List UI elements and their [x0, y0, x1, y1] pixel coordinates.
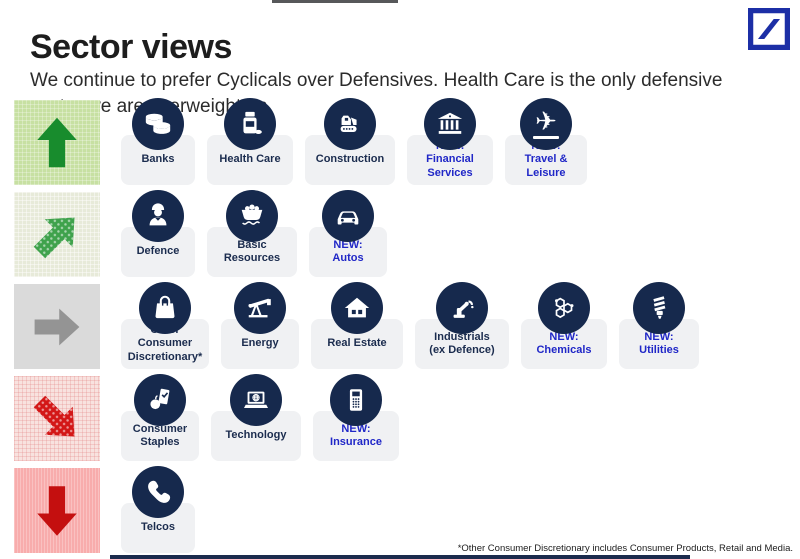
excavator-icon [340, 115, 357, 132]
right-arrow-icon [29, 300, 85, 354]
tile-travel-leisure: ✈ NEW: Travel & Leisure [505, 98, 587, 185]
row-neutral: Other Consumer Discretionary* Energy [14, 282, 711, 369]
bottom-bar [110, 555, 690, 559]
oil-pump-icon [248, 298, 271, 318]
laptop-icon [244, 391, 268, 408]
tile-label: Industrials (ex Defence) [429, 330, 495, 356]
airplane-icon: ✈ [535, 106, 557, 137]
top-edge-strip [272, 0, 398, 3]
page-title: Sector views [30, 27, 232, 66]
tile-label: Defence [136, 245, 180, 258]
tile-banks: Banks [121, 98, 195, 185]
shopping-bag-icon [155, 295, 175, 319]
groceries-icon [150, 388, 170, 410]
tile-label: Consumer Staples [132, 422, 188, 448]
deutsche-bank-logo-icon [748, 8, 790, 50]
bank-building-icon [437, 112, 463, 134]
runway-line [533, 136, 559, 139]
down-arrow-icon [28, 480, 86, 542]
cfl-bulb-icon [653, 296, 666, 319]
tile-industrials-ex-defence: Industrials (ex Defence) [415, 282, 509, 369]
tile-telcos: Telcos [121, 466, 195, 553]
tile-label: Technology [225, 429, 287, 442]
tile-label: NEW: Insurance [330, 422, 382, 448]
tile-consumer-staples: Consumer Staples [121, 374, 199, 461]
phone-icon [148, 480, 171, 503]
coins-icon [145, 113, 171, 134]
tile-label: NEW. Financial Services [426, 140, 474, 179]
up-arrow-icon [37, 117, 77, 168]
tile-basic-resources: Basic Resources [207, 190, 297, 277]
car-icon [337, 211, 359, 225]
mine-cart-icon [241, 204, 263, 225]
right-arrow-box [14, 284, 100, 369]
molecule-icon [555, 297, 574, 319]
tile-label: Construction [315, 153, 385, 166]
tile-insurance: NEW: Insurance [313, 374, 399, 461]
tile-defence: Defence [121, 190, 195, 277]
tile-other-consumer-discretionary: Other Consumer Discretionary* [121, 282, 209, 369]
tile-label: Health Care [219, 153, 281, 166]
pill-bottle-icon [243, 111, 262, 135]
down-arrow-box [14, 468, 100, 553]
tile-health-care: Health Care [207, 98, 293, 185]
tile-construction: Construction [305, 98, 395, 185]
tile-label: Energy [241, 337, 279, 350]
tile-energy: Energy [221, 282, 299, 369]
calculator-icon [349, 389, 363, 411]
tile-label: NEW: Chemicals [536, 330, 592, 356]
tile-real-estate: Real Estate [311, 282, 403, 369]
diagonal-down-arrow-icon [15, 376, 100, 461]
footnote: *Other Consumer Discretionary includes C… [457, 543, 793, 554]
tile-label: Real Estate [327, 337, 387, 350]
diagonal-up-arrow-icon [15, 192, 100, 277]
tile-label: NEW: Utilities [639, 330, 679, 356]
row-strong-overweight: Banks Health Care [14, 98, 599, 185]
row-overweight: Defence Basic Resources [14, 190, 399, 277]
row-underweight: Consumer Staples Technology [14, 374, 411, 461]
tile-technology: Technology [211, 374, 301, 461]
tile-utilities: NEW: Utilities [619, 282, 699, 369]
diagonal-up-arrow-box [14, 192, 100, 277]
tile-label: NEW: Autos [332, 238, 364, 264]
tile-label: Banks [141, 153, 175, 166]
robot-arm-icon [453, 300, 474, 318]
tile-label: Basic Resources [223, 238, 281, 264]
soldier-icon [149, 203, 167, 226]
diagonal-down-arrow-box [14, 376, 100, 461]
tile-financial-services: NEW. Financial Services [407, 98, 493, 185]
up-arrow-box [14, 100, 100, 185]
row-strong-underweight: Telcos [14, 466, 207, 553]
tile-chemicals: NEW: Chemicals [521, 282, 607, 369]
house-icon [344, 297, 370, 318]
tile-label: Telcos [140, 521, 176, 534]
tile-autos: NEW: Autos [309, 190, 387, 277]
